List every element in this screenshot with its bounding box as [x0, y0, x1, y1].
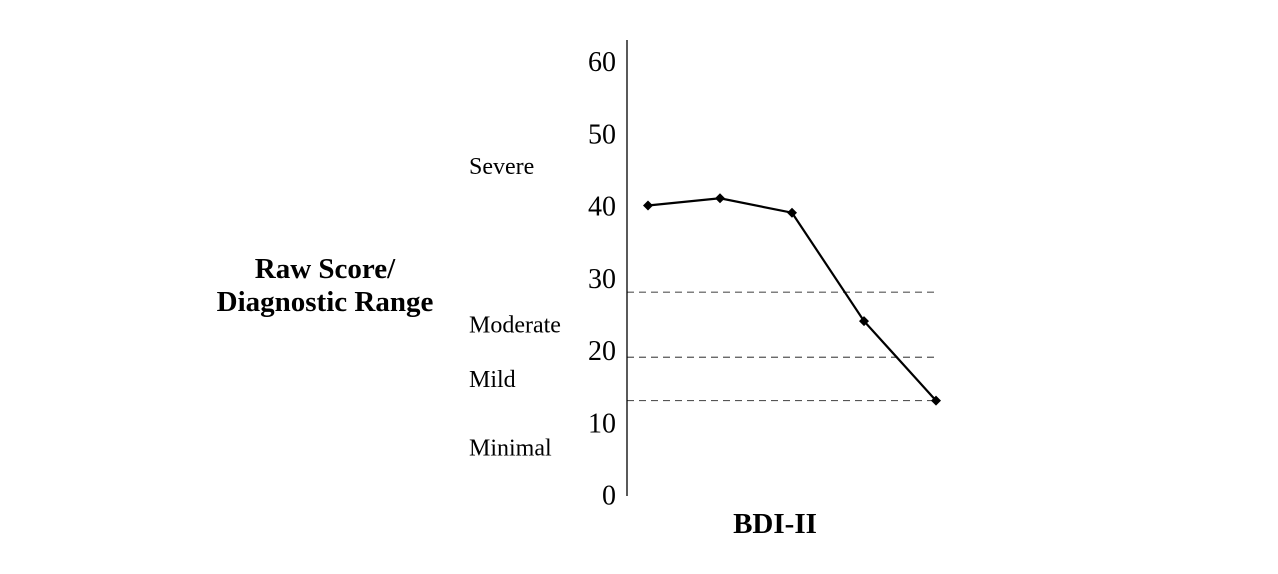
data-point-marker: [715, 193, 725, 204]
y-tick-label: 10: [588, 408, 616, 439]
y-axis-label-line-2: Diagnostic Range: [216, 286, 434, 318]
y-tick-labels: 0 10 20 30 40 50 60: [588, 47, 616, 512]
y-tick-label: 30: [588, 264, 616, 295]
y-tick-label: 20: [588, 336, 616, 367]
data-point-marker: [787, 207, 797, 218]
data-markers: [643, 193, 941, 406]
y-tick-label: 50: [588, 119, 616, 150]
x-axis-label: BDI-II: [733, 508, 817, 540]
series-line: [647, 197, 937, 402]
y-axis-label: Raw Score/ Diagnostic Range: [180, 253, 470, 319]
range-label-minimal: Minimal: [469, 436, 552, 462]
range-boundary-lines: [627, 291, 936, 402]
range-label-mild: Mild: [469, 367, 516, 393]
range-label-severe: Severe: [469, 154, 534, 180]
range-labels: Severe Moderate Mild Minimal: [469, 154, 561, 462]
range-label-moderate: Moderate: [469, 313, 561, 339]
y-axis-label-line-1: Raw Score/: [254, 253, 396, 285]
data-point-marker: [859, 316, 869, 327]
y-tick-label: 60: [588, 47, 616, 78]
y-tick-label: 40: [588, 192, 616, 223]
y-tick-label: 0: [602, 481, 616, 512]
data-point-marker: [643, 200, 653, 211]
data-point-marker: [931, 395, 941, 406]
